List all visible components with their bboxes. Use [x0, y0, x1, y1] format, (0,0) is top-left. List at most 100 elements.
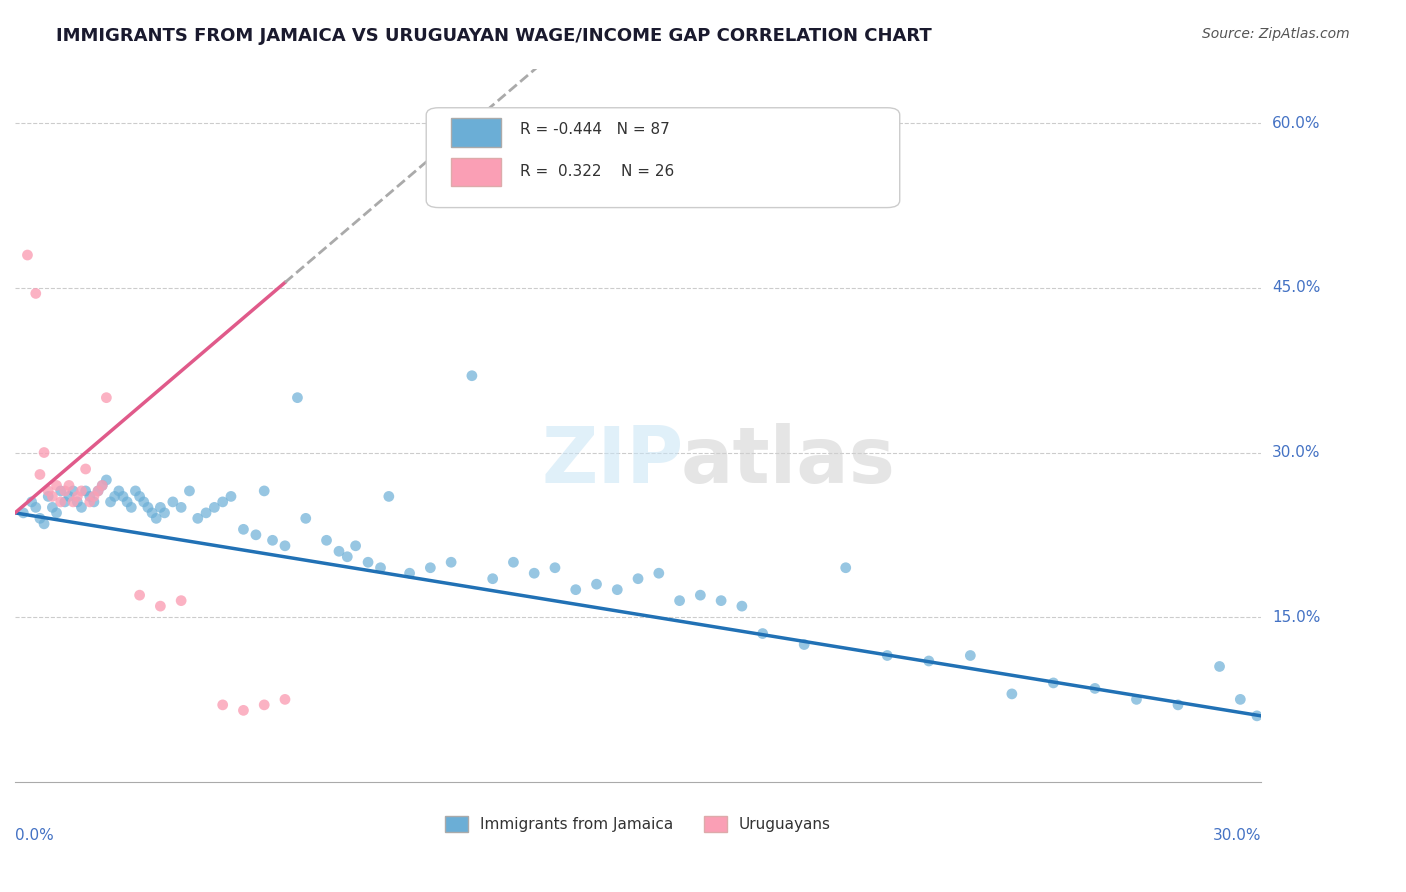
- Point: [149, 500, 172, 515]
- Point: [124, 483, 146, 498]
- Point: [91, 478, 114, 492]
- Point: [13, 506, 35, 520]
- Point: [287, 391, 309, 405]
- Legend: Immigrants from Jamaica, Uruguayans: Immigrants from Jamaica, Uruguayans: [439, 810, 837, 838]
- Point: [419, 560, 441, 574]
- Point: [45, 478, 67, 492]
- Point: [153, 506, 176, 520]
- Text: R = -0.444   N = 87: R = -0.444 N = 87: [520, 121, 669, 136]
- Point: [170, 593, 193, 607]
- Text: R =  0.322    N = 26: R = 0.322 N = 26: [520, 164, 673, 179]
- Point: [344, 539, 367, 553]
- Point: [370, 560, 392, 574]
- Point: [170, 500, 193, 515]
- Point: [115, 495, 138, 509]
- FancyBboxPatch shape: [451, 119, 501, 147]
- Point: [918, 654, 941, 668]
- Point: [219, 490, 242, 504]
- Point: [62, 495, 84, 509]
- Point: [37, 483, 59, 498]
- Point: [87, 483, 110, 498]
- Point: [58, 478, 80, 492]
- Point: [96, 473, 118, 487]
- Point: [262, 533, 284, 548]
- Point: [440, 555, 463, 569]
- Point: [79, 495, 101, 509]
- Point: [357, 555, 380, 569]
- Point: [120, 500, 142, 515]
- Point: [20, 495, 42, 509]
- Point: [793, 638, 815, 652]
- Point: [1001, 687, 1024, 701]
- Point: [274, 692, 297, 706]
- Point: [564, 582, 586, 597]
- Point: [37, 490, 59, 504]
- Point: [62, 483, 84, 498]
- Point: [45, 506, 67, 520]
- Point: [1084, 681, 1107, 696]
- Point: [1246, 709, 1268, 723]
- Point: [245, 528, 267, 542]
- Point: [328, 544, 350, 558]
- Point: [58, 490, 80, 504]
- Point: [648, 566, 671, 581]
- Point: [523, 566, 546, 581]
- Point: [28, 467, 51, 482]
- Point: [28, 511, 51, 525]
- Point: [232, 703, 254, 717]
- Point: [336, 549, 359, 564]
- Point: [710, 593, 733, 607]
- Text: IMMIGRANTS FROM JAMAICA VS URUGUAYAN WAGE/INCOME GAP CORRELATION CHART: IMMIGRANTS FROM JAMAICA VS URUGUAYAN WAG…: [56, 27, 932, 45]
- Point: [128, 490, 150, 504]
- Point: [211, 698, 233, 712]
- Point: [1167, 698, 1189, 712]
- Point: [70, 500, 93, 515]
- Point: [627, 572, 650, 586]
- Point: [91, 478, 114, 492]
- FancyBboxPatch shape: [451, 158, 501, 186]
- Point: [461, 368, 484, 383]
- Point: [79, 490, 101, 504]
- Point: [1229, 692, 1251, 706]
- Point: [145, 511, 167, 525]
- Point: [17, 248, 39, 262]
- Point: [253, 698, 276, 712]
- Text: 30.0%: 30.0%: [1212, 828, 1261, 843]
- Point: [544, 560, 567, 574]
- Point: [41, 500, 63, 515]
- Point: [835, 560, 858, 574]
- Point: [162, 495, 184, 509]
- Point: [136, 500, 159, 515]
- Point: [132, 495, 155, 509]
- Text: ZIP: ZIP: [541, 423, 685, 499]
- Text: 0.0%: 0.0%: [15, 828, 53, 843]
- Point: [398, 566, 420, 581]
- Point: [1125, 692, 1147, 706]
- Point: [959, 648, 981, 663]
- Point: [585, 577, 607, 591]
- Point: [41, 490, 63, 504]
- Point: [75, 462, 97, 476]
- Point: [49, 483, 72, 498]
- Point: [53, 495, 76, 509]
- Point: [32, 445, 55, 459]
- Point: [100, 495, 122, 509]
- Point: [179, 483, 201, 498]
- Point: [83, 490, 105, 504]
- Text: atlas: atlas: [681, 423, 896, 499]
- Point: [108, 483, 131, 498]
- Point: [24, 500, 46, 515]
- Point: [53, 483, 76, 498]
- Point: [87, 483, 110, 498]
- Point: [141, 506, 163, 520]
- Point: [294, 511, 316, 525]
- Point: [24, 286, 46, 301]
- Text: 45.0%: 45.0%: [1272, 280, 1320, 295]
- Point: [66, 490, 89, 504]
- Point: [96, 391, 118, 405]
- Point: [1208, 659, 1230, 673]
- Point: [70, 483, 93, 498]
- Point: [253, 483, 276, 498]
- Point: [211, 495, 233, 509]
- Point: [128, 588, 150, 602]
